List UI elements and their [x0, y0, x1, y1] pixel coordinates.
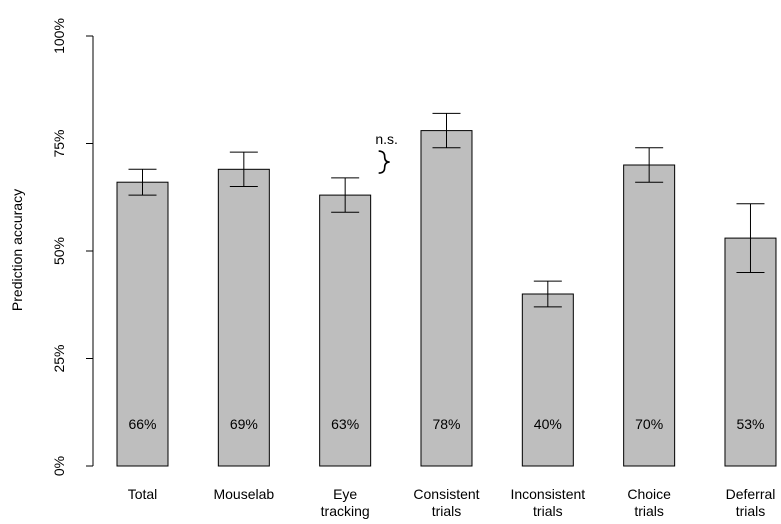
bar: [420, 130, 473, 467]
y-axis: 0% 25% 50% 75% 100%: [51, 18, 94, 476]
bar: [724, 237, 777, 467]
x-tick-label: Choice trials: [627, 486, 671, 519]
x-tick-label: Consistent trials: [413, 486, 479, 519]
y-tick-label: 0%: [51, 456, 67, 476]
brace-icon: [378, 150, 390, 174]
bars: 66% 69% 63% 78% 40% 70% 53%: [116, 112, 777, 467]
y-tick-label: 75%: [51, 129, 67, 157]
x-tick-label: Mouselab: [213, 486, 274, 502]
data-label: 66%: [128, 416, 156, 432]
bar: [217, 168, 270, 467]
y-axis-label: Prediction accuracy: [9, 189, 25, 311]
x-tick-label: Deferral trials: [726, 486, 776, 519]
bar: [116, 181, 169, 467]
data-label: 53%: [736, 416, 764, 432]
x-tick-label: Total: [128, 486, 158, 502]
x-tick-label: Eye tracking: [321, 486, 370, 519]
bar: [623, 164, 676, 467]
data-label: 70%: [635, 416, 663, 432]
x-tick-label: Inconsistent trials: [510, 486, 585, 519]
y-tick-label: 25%: [51, 344, 67, 372]
data-label: 69%: [230, 416, 258, 432]
data-label: 40%: [534, 416, 562, 432]
y-tick-label: 100%: [51, 18, 67, 54]
data-label: 78%: [432, 416, 460, 432]
data-label: 63%: [331, 416, 359, 432]
bar: [521, 293, 574, 467]
x-axis-labels: Total Mouselab Eye tracking Consistent trials…: [128, 486, 776, 519]
ns-annotation: n.s.: [375, 131, 398, 147]
y-tick-label: 50%: [51, 237, 67, 265]
annotations: n.s.: [375, 131, 398, 174]
